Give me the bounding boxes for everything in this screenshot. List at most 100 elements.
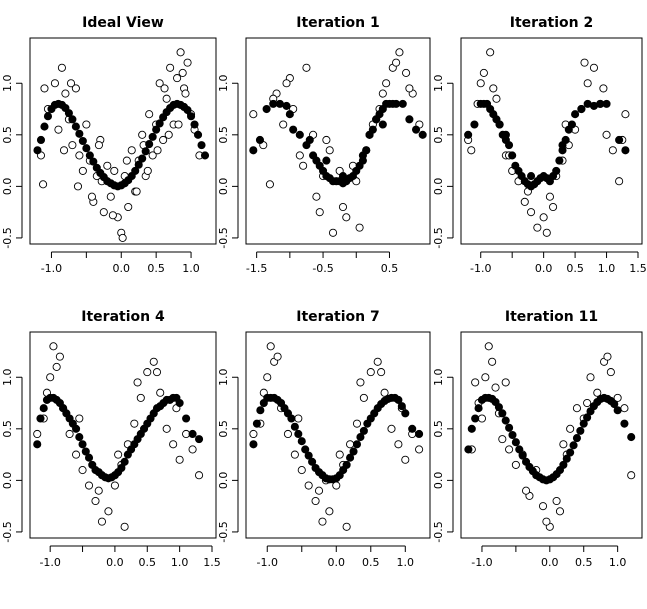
projected-point <box>297 437 306 446</box>
y-tick-label: -0.5 <box>1 521 14 542</box>
observed-point <box>311 496 320 506</box>
observed-point <box>552 496 561 506</box>
observed-point <box>620 404 629 413</box>
observed-point <box>304 481 313 490</box>
projected-point <box>290 422 299 431</box>
projected-point <box>518 451 527 460</box>
y-tick-label: -0.5 <box>432 227 445 248</box>
observed-point <box>299 161 308 170</box>
projected-point <box>471 414 480 423</box>
observed-point <box>603 352 612 361</box>
projected-point <box>569 441 578 450</box>
observed-point <box>162 424 171 433</box>
projected-point <box>338 172 348 181</box>
observed-point <box>72 450 81 459</box>
observed-point <box>160 84 169 93</box>
projected-point <box>36 414 45 423</box>
observed-point <box>61 89 70 98</box>
observed-point <box>314 486 324 495</box>
observed-point <box>599 84 608 93</box>
projected-point <box>620 419 629 428</box>
observed-point <box>402 68 411 77</box>
plot-frame <box>29 37 217 245</box>
observed-point <box>580 58 589 67</box>
observed-point <box>583 79 592 88</box>
x-tick-label: 0.0 <box>113 262 131 275</box>
projected-point <box>559 460 568 469</box>
projected-point <box>562 454 571 463</box>
observed-point <box>501 378 510 387</box>
plot-frame <box>245 331 431 539</box>
projected-point <box>349 447 358 456</box>
projected-point <box>78 440 87 449</box>
observed-point <box>78 466 87 475</box>
observed-point <box>122 156 131 165</box>
panel-iteration-1: Iteration 1 -1.5 -0.5 0.5 -0.5 0.0 0.5 1.0 <box>217 15 431 275</box>
projected-point <box>193 130 203 139</box>
projected-point <box>36 135 46 145</box>
y-tick-label: 1.0 <box>1 75 14 93</box>
projected-point <box>527 172 536 181</box>
y-tick-label: 0.0 <box>217 472 230 490</box>
observed-point <box>315 208 324 217</box>
projected-point <box>627 433 636 442</box>
observed-point <box>130 419 139 428</box>
observed-point <box>380 388 389 397</box>
observed-point <box>282 79 291 88</box>
observed-point <box>143 368 152 377</box>
projected-point <box>615 135 624 145</box>
observed-point <box>143 166 152 175</box>
projected-point <box>610 400 619 409</box>
observed-point <box>539 213 548 222</box>
x-tick-label: 0.5 <box>362 556 380 569</box>
projected-point <box>621 146 630 155</box>
projected-point <box>131 166 140 175</box>
projected-point <box>356 433 365 442</box>
projected-point <box>197 141 206 150</box>
projected-point <box>408 424 417 433</box>
observed-point <box>555 507 565 516</box>
observed-point <box>373 357 382 366</box>
x-tick-label: -1.5 <box>246 262 267 275</box>
projected-point <box>85 151 94 160</box>
projected-point <box>378 120 387 129</box>
panel-iteration-7: Iteration 7 -1.0 0.0 0.5 1.0 -0.5 0.0 0.5 1.0 <box>217 309 431 569</box>
panel-title: Iteration 11 <box>505 309 598 325</box>
observed-point <box>366 368 375 377</box>
panel-iteration-4: Iteration 4 -1.0 0.0 0.5 1.0 1.5 -0.5 0.0 0.5 1.0 <box>1 309 221 569</box>
projected-point <box>305 135 314 145</box>
observed-point <box>520 197 529 206</box>
y-tick-label: 0.0 <box>432 178 445 196</box>
projected-point <box>275 99 284 108</box>
y-tick-label: -0.5 <box>1 227 14 248</box>
observed-point <box>103 161 112 170</box>
observed-point <box>378 89 387 98</box>
projected-point <box>175 398 184 408</box>
y-tick-label: 0.0 <box>217 178 230 196</box>
observed-point <box>356 378 365 387</box>
projected-point <box>138 154 147 163</box>
observed-point <box>511 460 520 469</box>
points-layer <box>33 342 204 531</box>
observed-point <box>46 373 55 382</box>
projected-point <box>43 112 53 121</box>
projected-point <box>359 426 368 435</box>
observed-point <box>405 84 414 93</box>
observed-point <box>265 180 274 189</box>
y-tick-label: 0.5 <box>217 420 230 438</box>
points-layer <box>464 48 630 237</box>
observed-point <box>104 507 113 516</box>
x-tick-label: 0.5 <box>381 262 399 275</box>
projected-point <box>464 445 473 454</box>
points-layer <box>249 342 424 531</box>
x-tick-label: 1.0 <box>182 262 200 275</box>
observed-point <box>59 146 69 155</box>
observed-point <box>110 481 119 490</box>
projected-point <box>397 402 406 411</box>
observed-point <box>94 486 103 495</box>
y-tick-label: 0.0 <box>1 178 14 196</box>
observed-point <box>549 202 558 212</box>
observed-point <box>505 445 514 454</box>
observed-point <box>118 233 127 242</box>
projected-point <box>40 122 49 131</box>
